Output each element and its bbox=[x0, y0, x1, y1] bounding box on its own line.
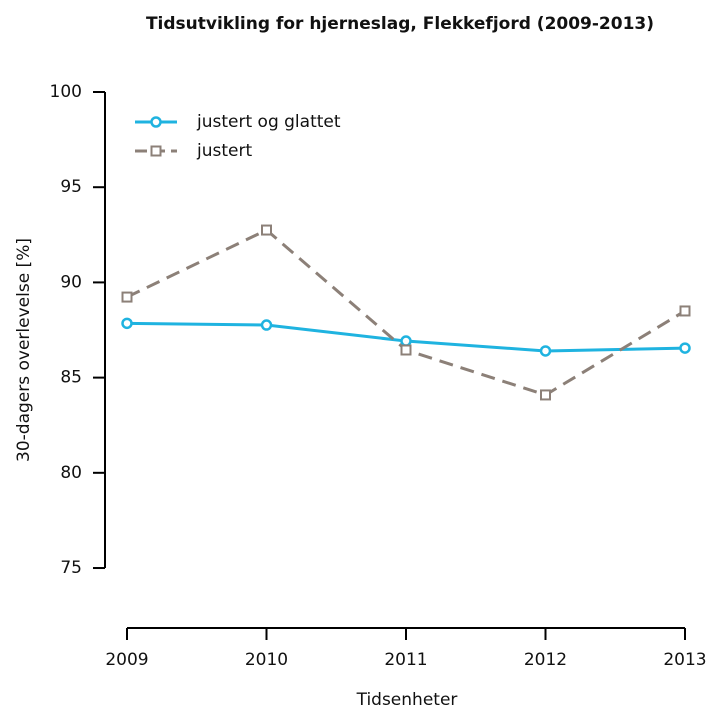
series-line bbox=[126, 228, 686, 397]
legend-marker bbox=[150, 116, 162, 128]
y-tick-label: 85 bbox=[60, 368, 82, 388]
y-tick-label: 100 bbox=[50, 82, 82, 102]
x-tick-label: 2013 bbox=[663, 650, 706, 670]
y-tick-label: 80 bbox=[60, 463, 82, 483]
legend-label: justert og glattet bbox=[196, 112, 341, 132]
x-axis-label: Tidsenheter bbox=[356, 690, 458, 710]
marker bbox=[679, 342, 691, 354]
marker bbox=[260, 319, 273, 331]
legend-label: justert bbox=[196, 141, 252, 161]
x-tick-label: 2012 bbox=[524, 650, 567, 670]
marker bbox=[540, 389, 551, 401]
marker bbox=[400, 335, 412, 347]
y-tick-label: 95 bbox=[60, 177, 82, 197]
y-tick-label: 90 bbox=[60, 272, 82, 292]
x-tick-label: 2011 bbox=[384, 650, 427, 670]
marker bbox=[400, 344, 412, 356]
marker bbox=[261, 224, 272, 236]
legend-marker bbox=[150, 145, 162, 157]
x-tick-label: 2009 bbox=[105, 650, 148, 670]
marker bbox=[121, 291, 133, 303]
chart-title: Tidsutvikling for hjerneslag, Flekkefjor… bbox=[146, 14, 654, 34]
marker bbox=[539, 345, 552, 357]
y-axis-label: 30-dagers overlevelse [%] bbox=[14, 238, 34, 462]
marker bbox=[121, 317, 133, 330]
marker bbox=[679, 305, 691, 317]
x-tick-label: 2010 bbox=[245, 650, 288, 670]
y-tick-label: 75 bbox=[60, 558, 82, 578]
